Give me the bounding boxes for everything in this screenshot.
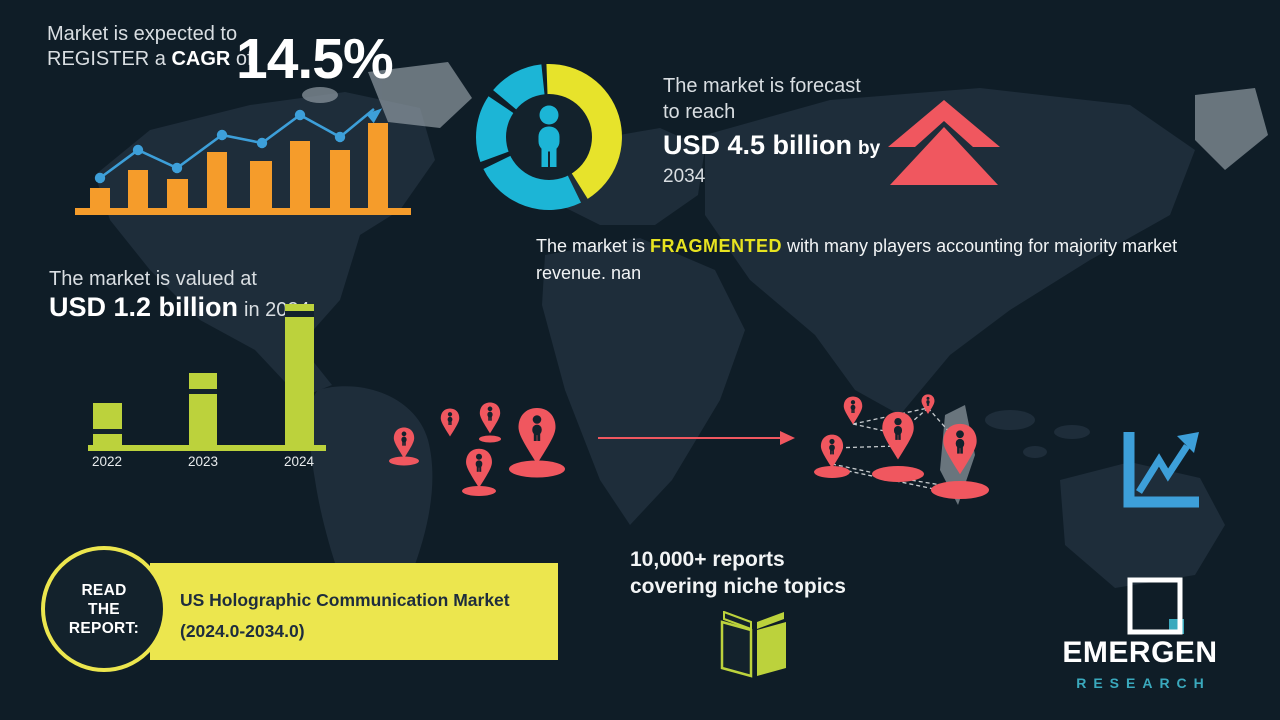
double-up-arrow-icon [888,100,1000,185]
fragmented-statement: The market is FRAGMENTED with many playe… [536,233,1212,287]
growth-trend-arrowhead [366,108,383,124]
networked-pins-cluster [814,394,989,499]
year-label-2023: 2023 [188,454,218,469]
location-pin-person-icon [393,427,415,459]
map-asia [705,88,1195,415]
cagr-line2-pre: REGISTER a [47,48,172,70]
location-pin-person-icon [440,408,460,437]
year-label-2022: 2022 [92,454,122,469]
map-australia [1060,462,1225,588]
market-share-donut [476,64,622,210]
read-report-label: READ THE REPORT: [68,581,140,637]
forecast-year: 2034 [663,166,706,187]
valuation-block: The market is valued at USD 1.2 billion i… [49,266,310,323]
read-report-button[interactable]: READ THE REPORT: [41,546,167,672]
brand-logo-mark [1127,577,1184,635]
fragmented-post: with many players accounting for majorit… [536,236,1178,283]
location-pin-person-icon [843,396,863,425]
cagr-line2-bold: CAGR [171,48,231,70]
donut-slice-cyan-2 [476,96,516,162]
map-greenland-light [368,62,472,128]
location-pin-person-icon [466,448,492,488]
location-pin-person-icon [820,434,844,469]
location-pin-person-icon [518,408,556,464]
reports-count-block: 10,000+ reports covering niche topics [630,546,846,600]
value-bar-stripes [93,311,314,434]
forecast-value: USD 4.5 billion [663,130,853,160]
valuation-intro: The market is valued at [49,268,257,290]
report-title: US Holographic Communication Market (202… [180,590,510,641]
forecast-intro: The market is forecast to reach [663,75,861,123]
fragmented-highlight: FRAGMENTED [650,236,783,256]
location-pin-person-icon [479,402,501,434]
fragmented-pre: The market is [536,236,651,256]
brand-name: EMERGEN [1062,636,1218,669]
pin-bases [814,466,989,499]
location-pin-person-icon [882,411,914,460]
reports-topics: covering niche topics [630,575,846,598]
donut-slice-cyan-1 [483,154,581,210]
forecast-by: by [858,138,881,159]
brand-division: RESEARCH [1076,675,1211,691]
open-book-icon [720,611,786,678]
cagr-line1: Market is expected to [47,23,238,45]
cagr-intro-text: Market is expected to REGISTER a CAGR of [47,22,253,72]
line-chart-arrow-icon [1123,432,1199,508]
flow-arrow [598,431,795,445]
person-icon [538,105,560,167]
forecast-block: The market is forecast to reach USD 4.5 … [663,73,913,190]
location-pin-person-icon [921,394,935,414]
map-africa [542,238,745,525]
value-bar-chart: 2022 2023 2024 [88,304,326,469]
growth-baseline [75,208,411,215]
value-baseline [88,445,326,451]
cagr-line2-post: of [230,48,253,70]
location-pin-person-icon [943,423,977,475]
value-year-labels: 2022 2023 2024 [92,454,315,469]
year-label-2024: 2024 [284,454,315,469]
growth-bar-chart [75,107,411,215]
valuation-value: USD 1.2 billion [49,292,239,322]
growth-trend-dots [94,109,346,184]
reports-count: 10,000+ reports [630,548,785,571]
growth-trend-line [99,107,375,180]
scattered-pins-cluster [389,402,565,496]
read-report-banner[interactable]: US Holographic Communication Market (202… [150,563,558,660]
value-bars [88,304,326,451]
growth-bars [75,123,411,215]
cagr-value: 14.5% [236,27,394,91]
pin-bases [389,435,565,496]
